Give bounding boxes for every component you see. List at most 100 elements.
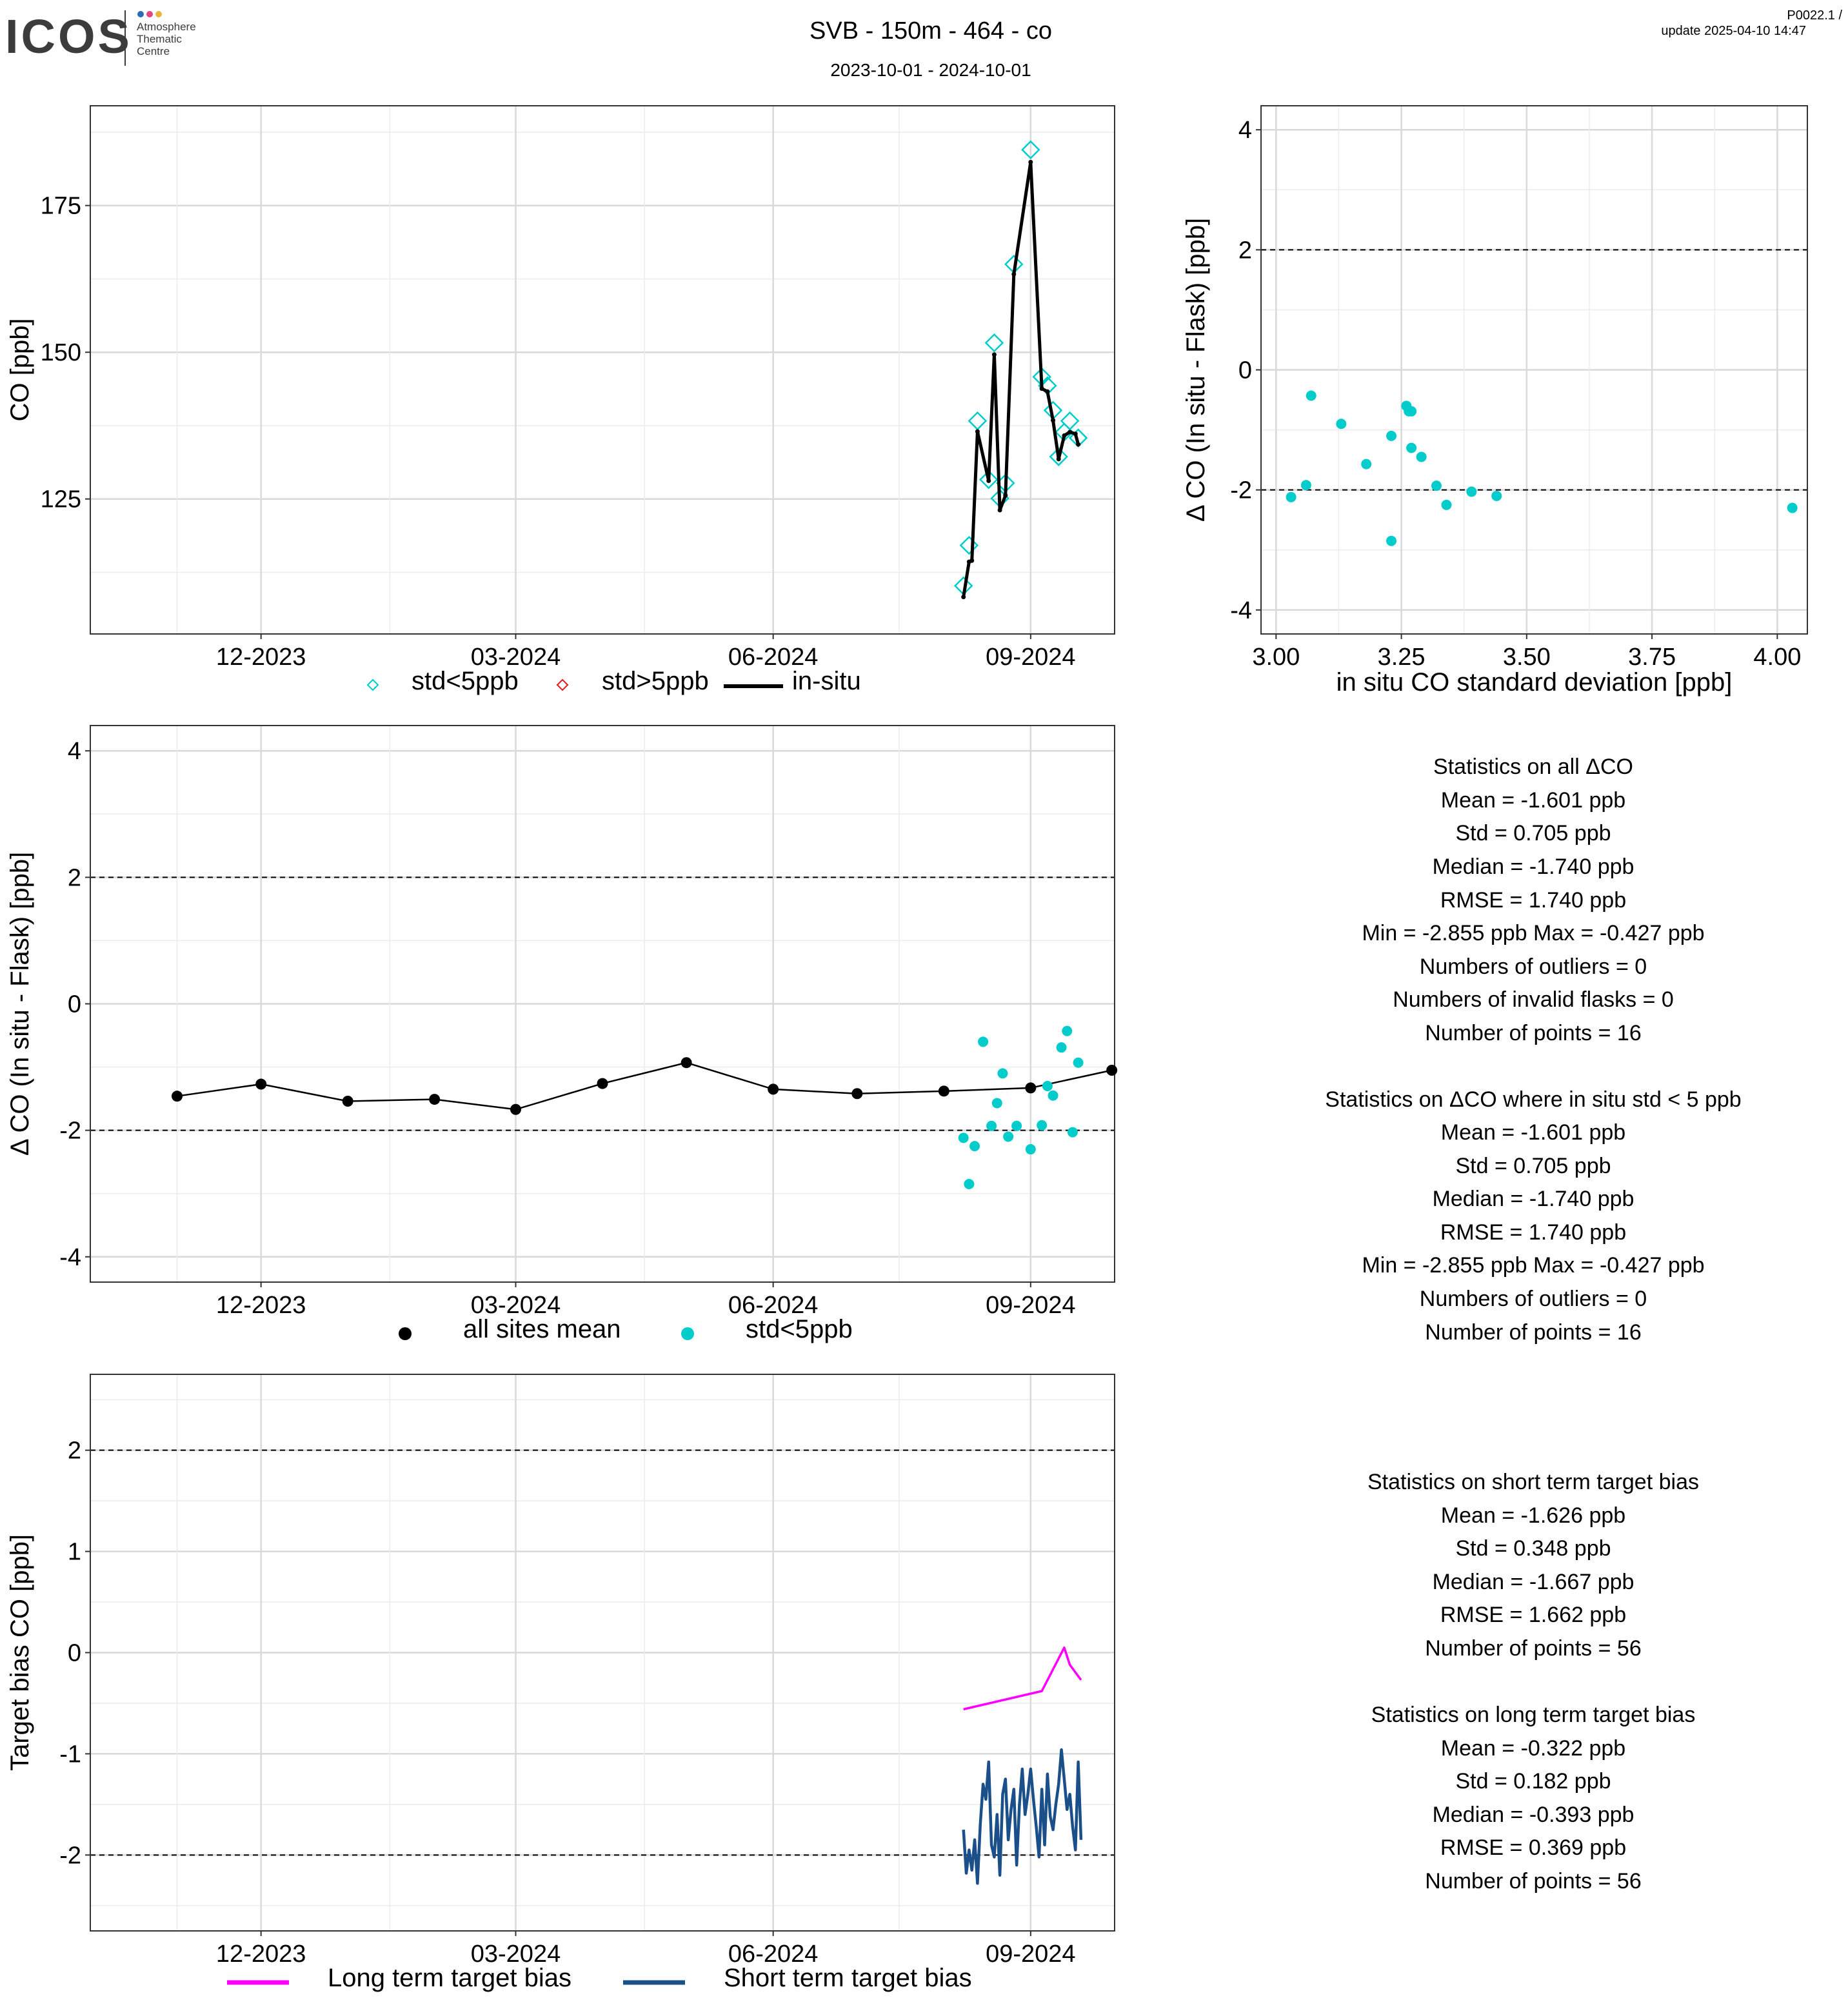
chart-target_bias: -2 -1 0 1 2 12-2023 03-2024 06-2024 09-2024 Targe… <box>6 1374 1115 1992</box>
logo-dot-pink <box>146 11 153 17</box>
charts-layer: 125 150 175 12-2023 03-2024 06-2024 09-2024 CO … <box>6 105 1808 1992</box>
series-in-situ <box>961 159 1081 600</box>
stats-line: Median = -0.393 ppb <box>1433 1803 1634 1827</box>
data-point <box>1045 389 1050 394</box>
y-tick-label: 2 <box>1238 237 1252 264</box>
data-point <box>969 558 975 563</box>
data-point <box>975 429 980 434</box>
logo-text: ICOS <box>5 10 132 63</box>
x-tick-label: 12-2023 <box>216 1941 306 1968</box>
series-line <box>963 1646 1082 1711</box>
data-point <box>959 535 979 555</box>
y-tick-label: 2 <box>68 1438 81 1465</box>
icos-logo: ICOS Atmosphere Thematic Centre <box>5 10 196 66</box>
legend-marker <box>366 678 379 691</box>
data-point <box>986 478 991 483</box>
data-point <box>1025 1082 1037 1094</box>
stats-line: Number of points = 16 <box>1425 1320 1641 1345</box>
plot-border <box>90 105 1115 635</box>
y-tick-label: 150 <box>41 339 81 366</box>
logo-subtitle-3: Centre <box>137 45 170 57</box>
data-point <box>1067 1127 1078 1138</box>
data-point <box>172 1091 183 1102</box>
data-point <box>1106 1064 1118 1076</box>
y-axis-label: Target bias CO [ppb] <box>6 1534 34 1771</box>
legend-label: std<5ppb <box>412 667 519 695</box>
data-point <box>1787 502 1798 513</box>
stats-line: Mean = -1.626 ppb <box>1441 1503 1625 1528</box>
date-range: 2023-10-01 - 2024-10-01 <box>830 60 1031 80</box>
data-point <box>938 1085 949 1097</box>
y-tick-label: 4 <box>1238 117 1252 144</box>
data-point <box>1056 1042 1067 1053</box>
series-long-term-target-bias <box>963 1646 1082 1711</box>
data-point <box>1386 535 1397 546</box>
logo-dot-yellow <box>155 11 162 17</box>
stats-title: Statistics on long term target bias <box>1371 1703 1696 1727</box>
data-point <box>1336 419 1347 430</box>
data-point <box>1025 1144 1036 1155</box>
y-axis-label: Δ CO (In situ - Flask) [ppb] <box>1182 218 1210 522</box>
y-axis-label: Δ CO (In situ - Flask) [ppb] <box>6 852 34 1156</box>
legend: std<5ppb std>5ppb in-situ <box>366 667 861 695</box>
logo-subtitle-2: Thematic <box>137 33 182 45</box>
data-point <box>1003 1131 1014 1142</box>
stats-line: RMSE = 0.369 ppb <box>1440 1835 1626 1860</box>
stats-line: Min = -2.855 ppb Max = -0.427 ppb <box>1362 921 1704 945</box>
data-point <box>958 1132 969 1143</box>
x-tick-label: 3.25 <box>1378 644 1426 671</box>
series-std-5ppb <box>958 1025 1084 1189</box>
stats-long-term: Statistics on long term target bias Mean… <box>1371 1703 1696 1893</box>
data-point <box>1011 1120 1022 1131</box>
data-point <box>1011 272 1017 277</box>
data-point <box>1406 406 1417 417</box>
y-tick-label: 1 <box>68 1539 81 1566</box>
stats-line: Numbers of invalid flasks = 0 <box>1393 987 1674 1012</box>
stats-line: RMSE = 1.740 ppb <box>1440 888 1626 913</box>
x-tick-label: 06-2024 <box>728 1941 818 1968</box>
series-all-sites-mean <box>172 1057 1118 1115</box>
data-point <box>1060 411 1080 431</box>
data-point <box>1300 480 1311 491</box>
chart-scatter_std: -4 -2 0 2 4 3.00 3.25 3.50 3.75 4.00 Δ CO (In situ… <box>1182 105 1808 697</box>
data-point <box>1003 493 1008 498</box>
data-point <box>978 1036 989 1047</box>
y-tick-label: 175 <box>41 193 81 220</box>
y-tick-label: -1 <box>59 1741 81 1768</box>
data-point <box>1049 447 1068 466</box>
logo-dot-blue <box>137 11 144 17</box>
data-point <box>1286 491 1297 502</box>
data-point <box>1073 431 1078 437</box>
x-axis-label: in situ CO standard deviation [ppb] <box>1336 668 1733 697</box>
x-tick-label: 3.50 <box>1503 644 1551 671</box>
legend: all sites mean std<5ppb <box>399 1315 853 1343</box>
legend-label: Long term target bias <box>328 1964 571 1992</box>
series-line <box>177 1062 1112 1111</box>
data-point <box>1068 430 1073 435</box>
stats-line: Mean = -1.601 ppb <box>1441 1120 1625 1145</box>
legend-marker <box>556 678 569 691</box>
stats-line: Number of points = 56 <box>1425 1636 1641 1661</box>
y-tick-label: 4 <box>68 738 81 765</box>
stats-title: Statistics on all ΔCO <box>1433 755 1633 779</box>
stats-line: Std = 0.182 ppb <box>1455 1769 1611 1794</box>
x-tick-label: 09-2024 <box>986 1941 1075 1968</box>
x-tick-label: 09-2024 <box>986 644 1075 671</box>
stats-line: Numbers of outliers = 0 <box>1420 1287 1647 1311</box>
x-tick-label: 06-2024 <box>728 1292 818 1319</box>
data-point <box>969 1141 980 1152</box>
y-tick-label: -4 <box>59 1244 81 1271</box>
data-point <box>1441 499 1452 510</box>
plot-area <box>90 106 1115 634</box>
x-tick-label: 12-2023 <box>216 1292 306 1319</box>
stats-short-term: Statistics on short term target bias Mea… <box>1367 1470 1699 1661</box>
data-point <box>851 1088 863 1100</box>
data-point <box>1386 430 1397 441</box>
series-short-term-target-bias <box>962 1748 1083 1885</box>
stats-line: Median = -1.740 ppb <box>1433 855 1634 879</box>
data-point <box>979 470 999 489</box>
logo-subtitle-1: Atmosphere <box>137 21 196 33</box>
x-tick-label: 03-2024 <box>471 1941 561 1968</box>
legend-label: all sites mean <box>463 1315 621 1343</box>
